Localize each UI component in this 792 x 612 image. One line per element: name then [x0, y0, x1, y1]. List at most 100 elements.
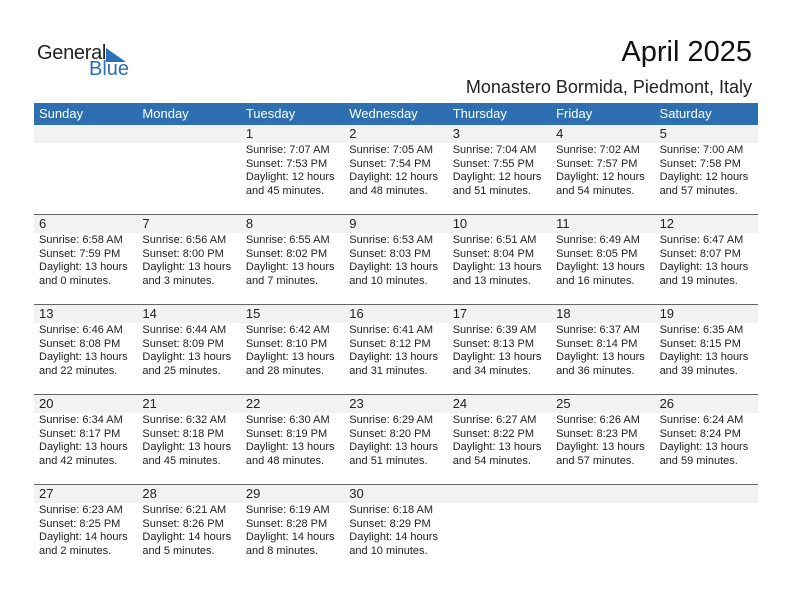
daylight-text: Daylight: 13 hours — [659, 261, 749, 273]
minutes-text: and 57 minutes. — [659, 184, 738, 197]
sunrise-text: Sunrise: 6:51 AM — [452, 234, 537, 246]
sunrise-text: Sunrise: 6:23 AM — [39, 504, 123, 516]
day-cell: 21 Sunrise: 6:32 AM Sunset: 8:18 PM Dayligh… — [137, 395, 240, 485]
sunrise-text: Sunrise: 6:19 AM — [245, 504, 330, 516]
day-number: 6 — [39, 216, 47, 231]
weekday-tuesday: Tuesday — [245, 106, 296, 121]
day-cell: 18 Sunrise: 6:37 AM Sunset: 8:14 PM Dayligh… — [551, 305, 654, 395]
weekday-thursday: Thursday — [452, 106, 507, 121]
day-number: 19 — [659, 306, 675, 321]
day-info: Sunrise: 6:18 AM Sunset: 8:29 PM Daylight:… — [349, 504, 447, 558]
minutes-text: and 0 minutes. — [39, 274, 112, 287]
week-row: 27 Sunrise: 6:23 AM Sunset: 8:25 PM Dayligh… — [34, 484, 758, 575]
day-cell: 16 Sunrise: 6:41 AM Sunset: 8:12 PM Dayligh… — [344, 305, 447, 395]
sunrise-text: Sunrise: 6:29 AM — [349, 414, 434, 426]
daylight-text: Daylight: 13 hours — [659, 351, 749, 363]
sunrise-text: Sunrise: 6:32 AM — [142, 414, 227, 426]
minutes-text: and 57 minutes. — [556, 454, 635, 467]
sunset-text: Sunset: 8:10 PM — [245, 337, 328, 350]
daylight-text: Daylight: 12 hours — [349, 171, 438, 183]
day-info: Sunrise: 6:37 AM Sunset: 8:14 PM Daylight:… — [556, 324, 654, 378]
day-number: 16 — [349, 306, 364, 321]
day-info: Sunrise: 6:41 AM Sunset: 8:12 PM Daylight:… — [349, 324, 447, 378]
sunset-text: Sunset: 8:07 PM — [659, 247, 741, 260]
sunset-text: Sunset: 8:04 PM — [452, 247, 535, 260]
daylight-text: Daylight: 12 hours — [556, 171, 645, 183]
day-cell: 9 Sunrise: 6:53 AM Sunset: 8:03 PM Daylight… — [344, 215, 447, 305]
day-info: Sunrise: 6:39 AM Sunset: 8:13 PM Daylight:… — [453, 324, 551, 378]
minutes-text: and 5 minutes. — [142, 544, 215, 557]
sunrise-text: Sunrise: 6:34 AM — [39, 414, 123, 426]
weekday-header: Sunday Monday Tuesday Wednesday Thursday Frid… — [34, 103, 758, 125]
date-band — [34, 395, 758, 413]
sunset-text: Sunset: 8:29 PM — [349, 517, 431, 530]
daylight-text: Daylight: 13 hours — [142, 351, 232, 363]
minutes-text: and 2 minutes. — [39, 544, 112, 557]
sunset-text: Sunset: 8:26 PM — [142, 517, 224, 530]
day-number: 9 — [349, 216, 357, 231]
minutes-text: and 54 minutes. — [556, 184, 635, 197]
day-cell: 13 Sunrise: 6:46 AM Sunset: 8:08 PM Dayligh… — [34, 305, 137, 395]
minutes-text: and 45 minutes. — [142, 454, 221, 467]
minutes-text: and 42 minutes. — [39, 454, 118, 467]
sunrise-text: Sunrise: 6:35 AM — [659, 324, 744, 336]
sunset-text: Sunset: 8:03 PM — [349, 247, 431, 260]
sunrise-text: Sunrise: 6:18 AM — [349, 504, 434, 516]
day-number: 1 — [245, 126, 254, 141]
day-number: 21 — [142, 396, 157, 411]
day-cell: 30 Sunrise: 6:18 AM Sunset: 8:29 PM Dayligh… — [344, 485, 447, 575]
logo-text-general: General — [37, 42, 107, 64]
minutes-text: and 51 minutes. — [349, 454, 428, 467]
day-cell: 24 Sunrise: 6:27 AM Sunset: 8:22 PM Dayligh… — [448, 395, 551, 485]
day-cell: 15 Sunrise: 6:42 AM Sunset: 8:10 PM Dayligh… — [241, 305, 344, 395]
daylight-text: Daylight: 12 hours — [659, 171, 749, 183]
day-info: Sunrise: 6:29 AM Sunset: 8:20 PM Daylight:… — [349, 414, 447, 468]
sunrise-text: Sunrise: 7:00 AM — [659, 144, 744, 156]
minutes-text: and 59 minutes. — [659, 454, 738, 467]
daylight-text: Daylight: 13 hours — [245, 351, 335, 363]
daylight-text: Daylight: 13 hours — [245, 441, 335, 453]
day-info: Sunrise: 6:27 AM Sunset: 8:22 PM Daylight:… — [453, 414, 551, 468]
sunset-text: Sunset: 7:58 PM — [659, 157, 741, 170]
sunrise-text: Sunrise: 6:24 AM — [659, 414, 744, 426]
minutes-text: and 28 minutes. — [245, 364, 325, 377]
day-number: 7 — [142, 216, 150, 231]
day-number: 2 — [349, 126, 357, 141]
minutes-text: and 10 minutes. — [349, 544, 428, 557]
sunrise-text: Sunrise: 6:39 AM — [452, 324, 537, 336]
sunrise-text: Sunrise: 7:07 AM — [245, 144, 330, 156]
minutes-text: and 7 minutes. — [245, 274, 318, 287]
sunset-text: Sunset: 8:18 PM — [142, 427, 224, 440]
daylight-text: Daylight: 13 hours — [349, 441, 438, 453]
sunset-text: Sunset: 8:15 PM — [659, 337, 741, 350]
day-cell: 22 Sunrise: 6:30 AM Sunset: 8:19 PM Dayligh… — [241, 395, 344, 485]
sunrise-text: Sunrise: 6:46 AM — [39, 324, 123, 336]
day-cell: 10 Sunrise: 6:51 AM Sunset: 8:04 PM Dayligh… — [448, 215, 551, 305]
minutes-text: and 48 minutes. — [349, 184, 428, 197]
daylight-text: Daylight: 13 hours — [556, 261, 645, 273]
day-info: Sunrise: 6:23 AM Sunset: 8:25 PM Daylight:… — [39, 504, 137, 558]
daylight-text: Daylight: 14 hours — [245, 531, 335, 543]
daylight-text: Daylight: 13 hours — [245, 261, 335, 273]
daylight-text: Daylight: 13 hours — [349, 351, 438, 363]
day-info: Sunrise: 6:55 AM Sunset: 8:02 PM Daylight:… — [246, 234, 344, 288]
sunset-text: Sunset: 7:53 PM — [245, 157, 328, 170]
daylight-text: Daylight: 12 hours — [245, 171, 335, 183]
day-number: 26 — [659, 396, 675, 411]
sunset-text: Sunset: 8:09 PM — [142, 337, 224, 350]
day-info: Sunrise: 6:44 AM Sunset: 8:09 PM Daylight:… — [142, 324, 240, 378]
sunset-text: Sunset: 7:59 PM — [39, 247, 121, 260]
sunset-text: Sunset: 8:25 PM — [39, 517, 121, 530]
day-info: Sunrise: 6:34 AM Sunset: 8:17 PM Daylight:… — [39, 414, 137, 468]
sunrise-text: Sunrise: 6:49 AM — [556, 234, 640, 246]
minutes-text: and 3 minutes. — [142, 274, 215, 287]
day-info: Sunrise: 6:51 AM Sunset: 8:04 PM Daylight:… — [453, 234, 551, 288]
sunrise-text: Sunrise: 6:56 AM — [142, 234, 227, 246]
daylight-text: Daylight: 13 hours — [452, 351, 542, 363]
day-number: 11 — [556, 216, 570, 231]
day-number: 15 — [245, 306, 261, 321]
day-info: Sunrise: 7:07 AM Sunset: 7:53 PM Daylight:… — [246, 144, 344, 198]
day-cell: 29 Sunrise: 6:19 AM Sunset: 8:28 PM Dayligh… — [241, 485, 344, 575]
day-cell: 28 Sunrise: 6:21 AM Sunset: 8:26 PM Dayligh… — [137, 485, 240, 575]
